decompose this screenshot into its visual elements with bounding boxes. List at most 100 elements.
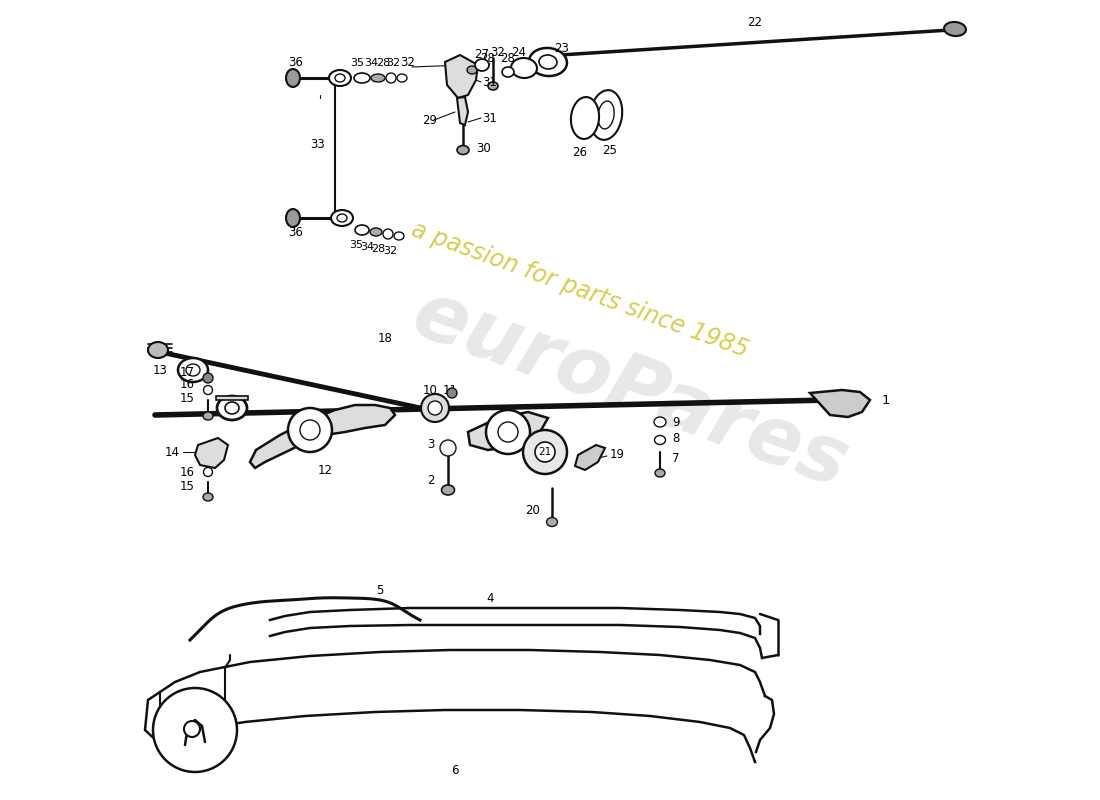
Ellipse shape	[447, 388, 456, 398]
Ellipse shape	[371, 74, 385, 82]
Text: 28: 28	[500, 51, 516, 65]
Text: 28: 28	[480, 53, 495, 66]
Ellipse shape	[204, 493, 213, 501]
Text: 28: 28	[376, 58, 390, 68]
Text: 27: 27	[474, 49, 490, 62]
Ellipse shape	[397, 74, 407, 82]
Text: 25: 25	[603, 143, 617, 157]
Text: 16: 16	[180, 378, 195, 390]
Ellipse shape	[475, 59, 490, 71]
Ellipse shape	[590, 90, 623, 140]
Ellipse shape	[547, 518, 558, 526]
Ellipse shape	[217, 396, 248, 420]
Circle shape	[421, 394, 449, 422]
Ellipse shape	[383, 229, 393, 239]
Polygon shape	[195, 438, 228, 468]
Text: 13: 13	[153, 363, 168, 377]
Text: euroPares: euroPares	[402, 275, 858, 505]
Text: 20: 20	[525, 503, 540, 517]
Text: 31: 31	[482, 111, 497, 125]
Text: 32: 32	[386, 58, 400, 68]
Ellipse shape	[148, 342, 168, 358]
Text: 28: 28	[371, 244, 385, 254]
Text: 35: 35	[349, 240, 363, 250]
Text: 7: 7	[672, 451, 680, 465]
Text: 31: 31	[482, 75, 497, 89]
Ellipse shape	[178, 358, 208, 382]
Text: a passion for parts since 1985: a passion for parts since 1985	[408, 218, 751, 362]
Ellipse shape	[354, 73, 370, 83]
Circle shape	[522, 430, 566, 474]
Text: 15: 15	[180, 393, 195, 406]
Ellipse shape	[355, 225, 368, 235]
Text: 9: 9	[672, 415, 680, 429]
Ellipse shape	[529, 48, 566, 76]
Circle shape	[153, 688, 236, 772]
Text: 32: 32	[383, 246, 397, 256]
Polygon shape	[456, 97, 468, 125]
Polygon shape	[216, 396, 248, 400]
Ellipse shape	[386, 73, 396, 83]
Ellipse shape	[186, 364, 200, 376]
Circle shape	[288, 408, 332, 452]
Text: 32: 32	[490, 46, 505, 58]
Ellipse shape	[329, 70, 351, 86]
Text: 16: 16	[180, 466, 195, 478]
Polygon shape	[575, 445, 605, 470]
Ellipse shape	[204, 412, 213, 420]
Text: 5: 5	[376, 583, 384, 597]
Ellipse shape	[204, 386, 212, 394]
Ellipse shape	[654, 435, 666, 445]
Ellipse shape	[204, 467, 212, 477]
Text: 24: 24	[512, 46, 527, 58]
Text: 4: 4	[486, 591, 494, 605]
Ellipse shape	[539, 55, 557, 69]
Text: 22: 22	[748, 15, 762, 29]
Ellipse shape	[488, 82, 498, 90]
Polygon shape	[468, 412, 548, 450]
Text: 6: 6	[451, 763, 459, 777]
Circle shape	[486, 410, 530, 454]
Circle shape	[440, 440, 456, 456]
Ellipse shape	[456, 146, 469, 154]
Text: 12: 12	[318, 463, 333, 477]
Text: 29: 29	[422, 114, 438, 126]
Circle shape	[498, 422, 518, 442]
Circle shape	[184, 721, 200, 737]
Text: 2: 2	[428, 474, 435, 486]
Ellipse shape	[337, 214, 346, 222]
Circle shape	[300, 420, 320, 440]
Ellipse shape	[394, 232, 404, 240]
Text: 21: 21	[538, 447, 551, 457]
Ellipse shape	[468, 66, 477, 74]
Text: 36: 36	[288, 57, 304, 70]
Polygon shape	[446, 55, 478, 98]
Ellipse shape	[502, 67, 514, 77]
Ellipse shape	[441, 485, 454, 495]
Text: 14: 14	[165, 446, 180, 458]
Text: 23: 23	[554, 42, 570, 54]
Ellipse shape	[336, 74, 345, 82]
Text: 32: 32	[400, 57, 416, 70]
Text: 15: 15	[180, 479, 195, 493]
Polygon shape	[250, 405, 395, 468]
Ellipse shape	[331, 210, 353, 226]
Ellipse shape	[597, 101, 614, 129]
Text: 19: 19	[610, 449, 625, 462]
Ellipse shape	[571, 97, 600, 139]
Text: 33: 33	[310, 138, 326, 151]
Text: 36: 36	[288, 226, 304, 238]
Text: 8: 8	[672, 431, 680, 445]
Ellipse shape	[370, 228, 382, 236]
Ellipse shape	[512, 58, 537, 78]
Text: 11: 11	[442, 383, 458, 397]
Text: 35: 35	[350, 58, 364, 68]
Polygon shape	[810, 390, 870, 417]
Text: 17: 17	[180, 366, 195, 378]
Circle shape	[535, 442, 556, 462]
Text: 34: 34	[364, 58, 378, 68]
Ellipse shape	[944, 22, 966, 36]
Text: 1: 1	[882, 394, 891, 406]
Ellipse shape	[226, 402, 239, 414]
Text: 10: 10	[422, 383, 438, 397]
